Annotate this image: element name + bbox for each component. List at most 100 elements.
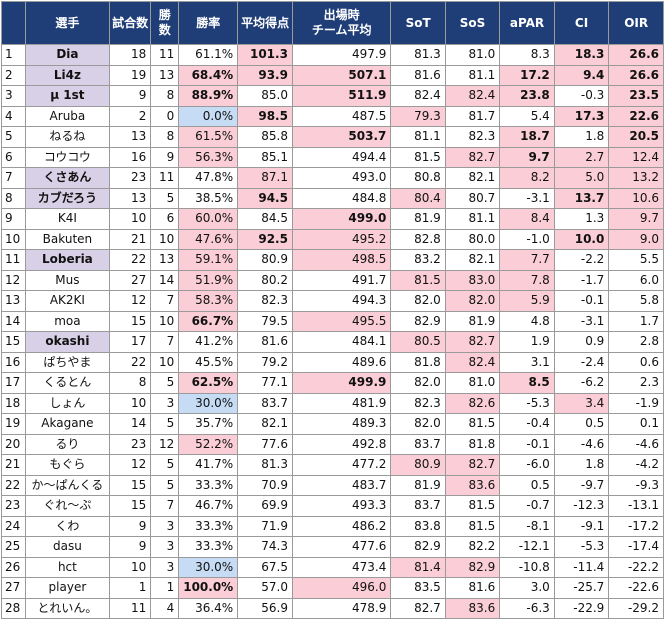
cell-sot: 82.7 bbox=[390, 597, 446, 619]
cell-rate: 47.8% bbox=[178, 167, 239, 189]
cell-games: 15 bbox=[108, 495, 152, 517]
cell-ci: 17.3 bbox=[553, 105, 610, 127]
cell-team: 487.5 bbox=[291, 105, 392, 127]
cell-apar: -6.0 bbox=[499, 454, 555, 476]
cell-games: 21 bbox=[108, 228, 152, 250]
cell-sos: 81.1 bbox=[444, 208, 501, 230]
cell-avg: 74.3 bbox=[237, 536, 293, 558]
cell-team: 499.0 bbox=[291, 208, 392, 230]
cell-name: ぐれ～ぷ bbox=[24, 495, 110, 517]
cell-games: 12 bbox=[108, 454, 152, 476]
table-row: 20 るり 23 12 52.2% 77.6 492.8 83.7 81.8 -0.1 -4.6 -4… bbox=[1, 433, 664, 455]
cell-sot: 81.8 bbox=[390, 351, 446, 373]
cell-wins: 5 bbox=[150, 454, 180, 476]
cell-name: もぐら bbox=[24, 454, 110, 476]
cell-sos: 82.3 bbox=[444, 126, 501, 148]
cell-idx: 4 bbox=[1, 105, 26, 127]
cell-idx: 3 bbox=[1, 85, 26, 107]
cell-wins: 5 bbox=[150, 187, 180, 209]
cell-avg: 87.1 bbox=[237, 167, 293, 189]
cell-name: とれいん。 bbox=[24, 597, 110, 619]
cell-avg: 80.9 bbox=[237, 249, 293, 271]
cell-apar: -10.8 bbox=[499, 556, 555, 578]
cell-apar: 8.4 bbox=[499, 208, 555, 230]
cell-wins: 8 bbox=[150, 126, 180, 148]
player-stats-table: 選手 試合数 勝数 勝率 平均得点 出場時 チーム平均 SoT SoS aPAR… bbox=[1, 1, 664, 619]
cell-avg: 77.6 bbox=[237, 433, 293, 455]
cell-avg: 92.5 bbox=[237, 228, 293, 250]
cell-name: Aruba bbox=[24, 105, 110, 127]
cell-rate: 33.3% bbox=[178, 474, 239, 496]
cell-team: 486.2 bbox=[291, 515, 392, 537]
cell-oir: 2.8 bbox=[608, 331, 664, 353]
cell-games: 23 bbox=[108, 433, 152, 455]
cell-sot: 82.9 bbox=[390, 536, 446, 558]
cell-name: dasu bbox=[24, 536, 110, 558]
cell-sos: 81.6 bbox=[444, 577, 501, 599]
cell-apar: 23.8 bbox=[499, 85, 555, 107]
cell-ci: 1.3 bbox=[553, 208, 610, 230]
cell-wins: 9 bbox=[150, 146, 180, 168]
cell-sot: 82.3 bbox=[390, 392, 446, 414]
cell-games: 12 bbox=[108, 290, 152, 312]
cell-games: 15 bbox=[108, 474, 152, 496]
cell-team: 484.1 bbox=[291, 331, 392, 353]
cell-rate: 52.2% bbox=[178, 433, 239, 455]
cell-avg: 67.5 bbox=[237, 556, 293, 578]
cell-sot: 79.3 bbox=[390, 105, 446, 127]
cell-avg: 94.5 bbox=[237, 187, 293, 209]
cell-ci: -0.3 bbox=[553, 85, 610, 107]
cell-rate: 60.0% bbox=[178, 208, 239, 230]
cell-games: 8 bbox=[108, 372, 152, 394]
cell-name: くわ bbox=[24, 515, 110, 537]
cell-team: 489.3 bbox=[291, 413, 392, 435]
table-row: 18 しょん 10 3 30.0% 83.7 481.9 82.3 82.6 -5.3 3.4 -1.… bbox=[1, 392, 664, 414]
cell-rate: 59.1% bbox=[178, 249, 239, 271]
cell-rate: 61.5% bbox=[178, 126, 239, 148]
cell-sos: 82.9 bbox=[444, 556, 501, 578]
cell-oir: 5.5 bbox=[608, 249, 664, 271]
cell-idx: 7 bbox=[1, 167, 26, 189]
cell-idx: 23 bbox=[1, 495, 26, 517]
cell-sos: 80.0 bbox=[444, 228, 501, 250]
cell-idx: 19 bbox=[1, 413, 26, 435]
cell-apar: -8.1 bbox=[499, 515, 555, 537]
cell-sot: 81.3 bbox=[390, 44, 446, 66]
cell-rate: 61.1% bbox=[178, 44, 239, 66]
cell-name: Akagane bbox=[24, 413, 110, 435]
cell-idx: 1 bbox=[1, 44, 26, 66]
cell-wins: 5 bbox=[150, 474, 180, 496]
cell-avg: 83.7 bbox=[237, 392, 293, 414]
cell-oir: 26.6 bbox=[608, 44, 664, 66]
header-ci: CI bbox=[553, 1, 610, 45]
cell-name: くさあん bbox=[24, 167, 110, 189]
cell-apar: 0.5 bbox=[499, 474, 555, 496]
cell-ci: 1.8 bbox=[553, 454, 610, 476]
table-row: 2 Li4z 19 13 68.4% 93.9 507.1 81.6 81.1 17.2 9.4 26… bbox=[1, 64, 664, 86]
cell-team: 499.9 bbox=[291, 372, 392, 394]
cell-name: くるとん bbox=[24, 372, 110, 394]
cell-ci: -0.1 bbox=[553, 290, 610, 312]
cell-sot: 81.5 bbox=[390, 269, 446, 291]
cell-ci: -22.9 bbox=[553, 597, 610, 619]
table-row: 23 ぐれ～ぷ 15 7 46.7% 69.9 493.3 83.7 81.5 -0.7 -12.3… bbox=[1, 495, 664, 517]
cell-oir: -17.2 bbox=[608, 515, 664, 537]
header-apar: aPAR bbox=[499, 1, 555, 45]
header-win-rate: 勝率 bbox=[178, 1, 239, 45]
cell-ci: -9.7 bbox=[553, 474, 610, 496]
cell-avg: 71.9 bbox=[237, 515, 293, 537]
cell-games: 2 bbox=[108, 105, 152, 127]
cell-sos: 81.1 bbox=[444, 64, 501, 86]
cell-team: 492.8 bbox=[291, 433, 392, 455]
cell-wins: 11 bbox=[150, 167, 180, 189]
cell-wins: 3 bbox=[150, 536, 180, 558]
cell-idx: 25 bbox=[1, 536, 26, 558]
table-row: 5 ねるね 13 8 61.5% 85.8 503.7 81.1 82.3 18.7 1.8 20.5 bbox=[1, 126, 664, 148]
cell-sot: 83.8 bbox=[390, 515, 446, 537]
cell-avg: 57.0 bbox=[237, 577, 293, 599]
header-row: 選手 試合数 勝数 勝率 平均得点 出場時 チーム平均 SoT SoS aPAR… bbox=[1, 1, 664, 45]
cell-team: 489.6 bbox=[291, 351, 392, 373]
cell-ci: 3.4 bbox=[553, 392, 610, 414]
cell-idx: 8 bbox=[1, 187, 26, 209]
